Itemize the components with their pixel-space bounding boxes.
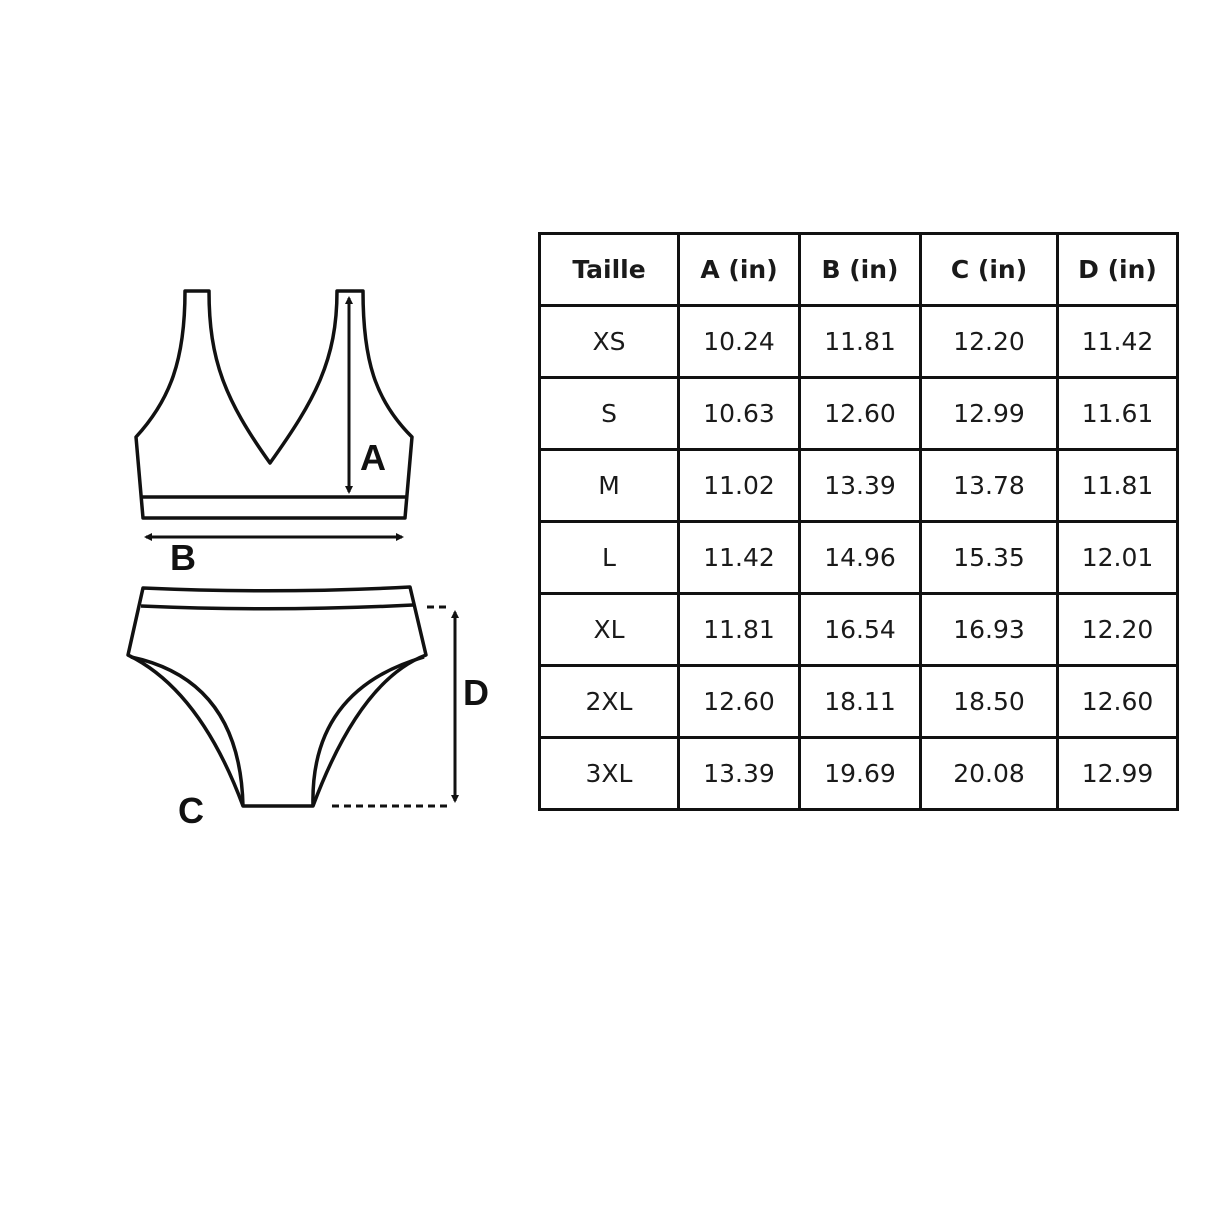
table-row: M 11.02 13.39 13.78 11.81	[538, 448, 1179, 523]
measurement-cell: 11.61	[1056, 376, 1179, 451]
size-cell: S	[538, 376, 680, 451]
briefs-right-leg-curve	[311, 655, 425, 807]
measurement-cell: 14.96	[798, 520, 922, 595]
size-chart-table: Taille A (in) B (in) C (in) D (in) XS 10.24 11…	[538, 232, 1179, 811]
table-row: XL 11.81 16.54 16.93 12.20	[538, 592, 1179, 667]
measurement-cell: 18.11	[798, 664, 922, 739]
label-d: D	[463, 672, 489, 713]
measurement-cell: 19.69	[798, 736, 922, 811]
measurement-cell: 13.39	[677, 736, 801, 811]
column-header: B (in)	[798, 232, 922, 307]
size-cell: 2XL	[538, 664, 680, 739]
measurement-cell: 16.54	[798, 592, 922, 667]
table-row: XS 10.24 11.81 12.20 11.42	[538, 304, 1179, 379]
measurement-cell: 20.08	[919, 736, 1059, 811]
measurement-cell: 12.99	[919, 376, 1059, 451]
bikini-measurement-diagram: A B C D	[126, 289, 489, 831]
measurement-cell: 12.60	[798, 376, 922, 451]
table-row: 2XL 12.60 18.11 18.50 12.60	[538, 664, 1179, 739]
size-cell: M	[538, 448, 680, 523]
briefs-left-leg-curve	[130, 655, 245, 807]
column-header: D (in)	[1056, 232, 1179, 307]
table-header-row: Taille A (in) B (in) C (in) D (in)	[538, 232, 1179, 307]
measurement-cell: 12.60	[1056, 664, 1179, 739]
measurement-cell: 11.42	[677, 520, 801, 595]
table-row: S 10.63 12.60 12.99 11.61	[538, 376, 1179, 451]
table-row: 3XL 13.39 19.69 20.08 12.99	[538, 736, 1179, 811]
measurement-cell: 10.24	[677, 304, 801, 379]
size-cell: 3XL	[538, 736, 680, 811]
measurement-cell: 11.42	[1056, 304, 1179, 379]
size-cell: XS	[538, 304, 680, 379]
measurement-cell: 10.63	[677, 376, 801, 451]
measurement-cell: 18.50	[919, 664, 1059, 739]
measurement-cell: 16.93	[919, 592, 1059, 667]
measurement-cell: 12.60	[677, 664, 801, 739]
measurement-cell: 12.99	[1056, 736, 1179, 811]
measurement-cell: 12.20	[1056, 592, 1179, 667]
measurement-cell: 11.81	[1056, 448, 1179, 523]
briefs-waistband-line	[140, 603, 414, 611]
measurement-cell: 12.20	[919, 304, 1059, 379]
column-header: A (in)	[677, 232, 801, 307]
label-a: A	[360, 437, 386, 478]
measurement-cell: 13.39	[798, 448, 922, 523]
label-b: B	[170, 537, 196, 578]
size-cell: L	[538, 520, 680, 595]
measurement-cell: 11.81	[677, 592, 801, 667]
measurement-cell: 15.35	[919, 520, 1059, 595]
measurement-cell: 11.02	[677, 448, 801, 523]
measurement-cell: 12.01	[1056, 520, 1179, 595]
briefs-outline	[126, 585, 428, 808]
size-cell: XL	[538, 592, 680, 667]
measurement-cell: 11.81	[798, 304, 922, 379]
bra-top-outline	[134, 289, 414, 520]
column-header: Taille	[538, 232, 680, 307]
column-header: C (in)	[919, 232, 1059, 307]
measurement-cell: 13.78	[919, 448, 1059, 523]
table-row: L 11.42 14.96 15.35 12.01	[538, 520, 1179, 595]
label-c: C	[178, 790, 204, 831]
